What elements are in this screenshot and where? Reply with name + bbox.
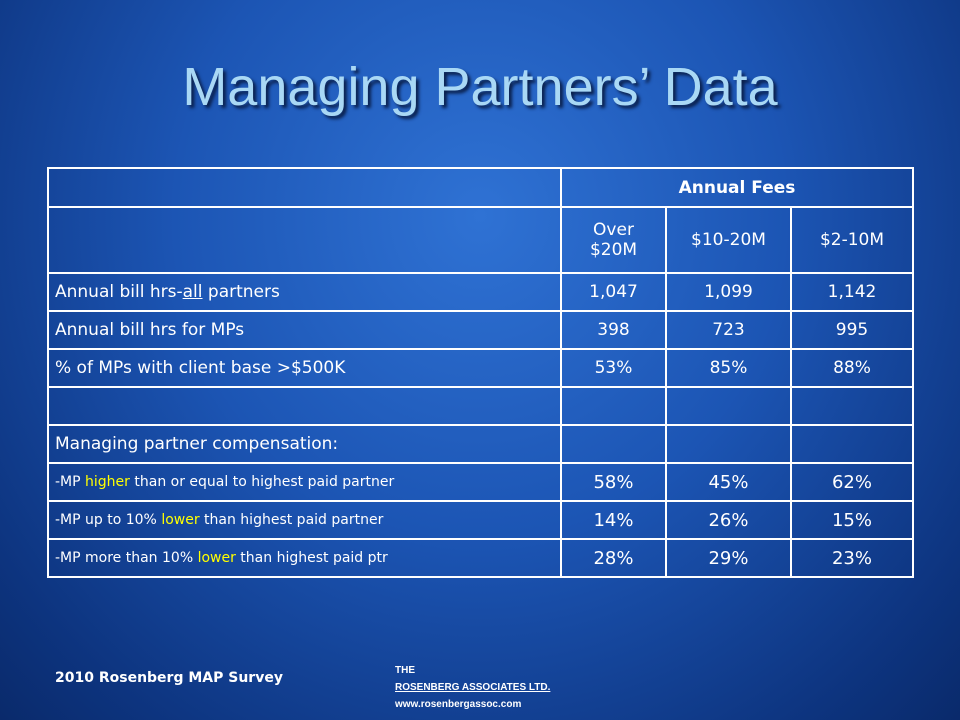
cell: 29% [665, 538, 792, 578]
label-part: all [182, 282, 203, 302]
row-label: Annual bill hrs-all partners [47, 272, 562, 312]
row-label: Annual bill hrs for MPs [47, 310, 562, 350]
cell [665, 424, 792, 464]
label-part: lower [161, 512, 200, 528]
cell [790, 424, 914, 464]
cell: 15% [790, 500, 914, 540]
cell: 723 [665, 310, 792, 350]
cell: 62% [790, 462, 914, 502]
firm-line: www.rosenbergassoc.com [395, 699, 522, 710]
cell: 14% [560, 500, 667, 540]
label-part: than or equal to highest paid partner [129, 474, 395, 490]
row-label: -MP higher than or equal to highest paid… [47, 462, 562, 502]
group-header: Annual Fees [560, 167, 914, 208]
row-label: -MP more than 10% lower than highest pai… [47, 538, 562, 578]
cell: 1,047 [560, 272, 667, 312]
cell: 995 [790, 310, 914, 350]
cell: 45% [665, 462, 792, 502]
row-label: Managing partner compensation: [47, 424, 562, 464]
firm-line: ROSENBERG ASSOCIATES LTD. [395, 682, 551, 693]
footer-firm: THE ROSENBERG ASSOCIATES LTD. www.rosenb… [395, 662, 550, 713]
label-part: than highest paid partner [199, 512, 384, 528]
label-part: partners [202, 282, 280, 302]
label-part: -MP up to 10% [55, 512, 162, 528]
cell: 58% [560, 462, 667, 502]
cell: 53% [560, 348, 667, 388]
label-part: higher [85, 474, 130, 490]
cell: 1,142 [790, 272, 914, 312]
cell: 23% [790, 538, 914, 578]
cell [560, 424, 667, 464]
cell [665, 386, 792, 426]
slide-title: Managing Partners’ Data [182, 57, 778, 117]
cell: 28% [560, 538, 667, 578]
label-part: -MP more than 10% [55, 550, 198, 566]
firm-line: THE [395, 665, 415, 676]
row-label: -MP up to 10% lower than highest paid pa… [47, 500, 562, 540]
cell: 398 [560, 310, 667, 350]
label-part: lower [197, 550, 236, 566]
cell [47, 206, 562, 274]
cell: 85% [665, 348, 792, 388]
label-part: Annual bill hrs- [55, 282, 183, 302]
label-part: -MP [55, 474, 86, 490]
data-table: Annual Fees Over $20M $10-20M $2-10M Ann… [47, 167, 914, 578]
footer-survey: 2010 Rosenberg MAP Survey [55, 670, 283, 686]
cell: 26% [665, 500, 792, 540]
cell [47, 386, 562, 426]
column-header: $2-10M [790, 206, 914, 274]
row-label: % of MPs with client base >$500K [47, 348, 562, 388]
label-part: than highest paid ptr [235, 550, 388, 566]
cell [790, 386, 914, 426]
column-header: Over $20M [560, 206, 667, 274]
cell [560, 386, 667, 426]
cell: 88% [790, 348, 914, 388]
column-header: $10-20M [665, 206, 792, 274]
cell [47, 167, 562, 208]
cell: 1,099 [665, 272, 792, 312]
